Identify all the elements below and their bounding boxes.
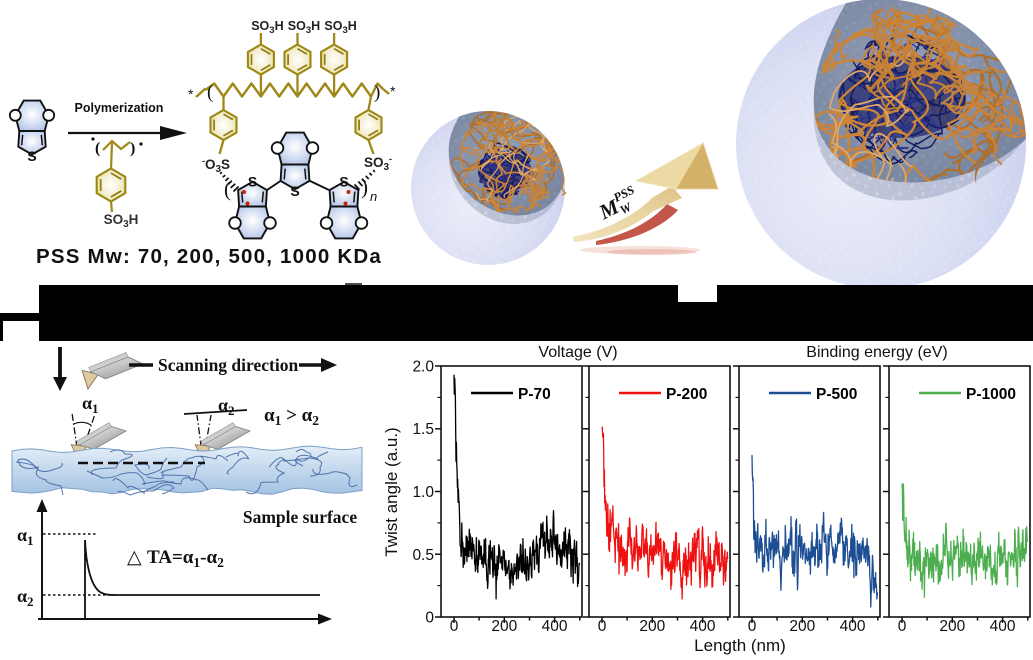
- svg-text:0: 0: [598, 618, 607, 635]
- svg-text:): ): [130, 140, 135, 157]
- svg-text:α1 > α2: α1 > α2: [264, 405, 319, 428]
- svg-text:SO3H: SO3H: [251, 19, 283, 36]
- svg-text:PSS Mw: 70, 200, 500, 1000 KDa: PSS Mw: 70, 200, 500, 1000 KDa: [36, 245, 382, 268]
- svg-text:*: *: [188, 86, 194, 102]
- svg-text:S: S: [248, 173, 257, 189]
- svg-text:*: *: [390, 83, 396, 99]
- svg-text:Twist angle (a.u.): Twist angle (a.u.): [382, 427, 401, 556]
- svg-text:(: (: [207, 82, 213, 103]
- svg-text:S: S: [27, 148, 36, 164]
- svg-text:S: S: [339, 173, 348, 189]
- svg-text:P-200: P-200: [666, 386, 707, 403]
- svg-text:400: 400: [690, 618, 716, 635]
- svg-text:P-1000: P-1000: [966, 386, 1016, 403]
- svg-text:400: 400: [840, 618, 866, 635]
- svg-text:SO3H: SO3H: [104, 212, 139, 230]
- svg-text:Binding energy (eV): Binding energy (eV): [806, 344, 947, 361]
- svg-text:200: 200: [639, 618, 665, 635]
- svg-text:200: 200: [939, 618, 965, 635]
- svg-text:2.0: 2.0: [412, 359, 434, 376]
- svg-text:-O3S: -O3S: [202, 156, 230, 175]
- svg-text:△: △: [127, 547, 142, 568]
- svg-text:Scanning direction: Scanning direction: [158, 355, 298, 375]
- svg-text:(: (: [95, 140, 100, 157]
- svg-text:1.5: 1.5: [412, 421, 434, 438]
- svg-text:0.5: 0.5: [412, 547, 434, 564]
- svg-text:400: 400: [990, 618, 1016, 635]
- svg-text:(: (: [224, 177, 231, 201]
- svg-text:n: n: [370, 189, 377, 204]
- svg-text:Sample surface: Sample surface: [243, 507, 357, 527]
- svg-text:0: 0: [898, 618, 907, 635]
- svg-text:0: 0: [450, 618, 459, 635]
- svg-text:200: 200: [491, 618, 517, 635]
- svg-text:): ): [374, 82, 380, 103]
- svg-text:Polymerization: Polymerization: [75, 101, 164, 115]
- svg-text:P-70: P-70: [518, 386, 551, 403]
- svg-text:): ): [361, 175, 368, 199]
- svg-text:Length (nm): Length (nm): [694, 636, 786, 655]
- svg-text:400: 400: [542, 618, 568, 635]
- svg-text:0: 0: [748, 618, 757, 635]
- svg-text:SO3H: SO3H: [324, 19, 356, 36]
- svg-text:1.0: 1.0: [412, 484, 434, 501]
- svg-text:P-500: P-500: [816, 386, 857, 403]
- svg-text:Voltage (V): Voltage (V): [538, 344, 617, 361]
- svg-text:0: 0: [425, 610, 434, 627]
- svg-text:SO3H: SO3H: [288, 19, 320, 36]
- svg-text:S: S: [290, 183, 299, 199]
- svg-text:200: 200: [789, 618, 815, 635]
- svg-text:TA=α1-α2: TA=α1-α2: [147, 547, 224, 570]
